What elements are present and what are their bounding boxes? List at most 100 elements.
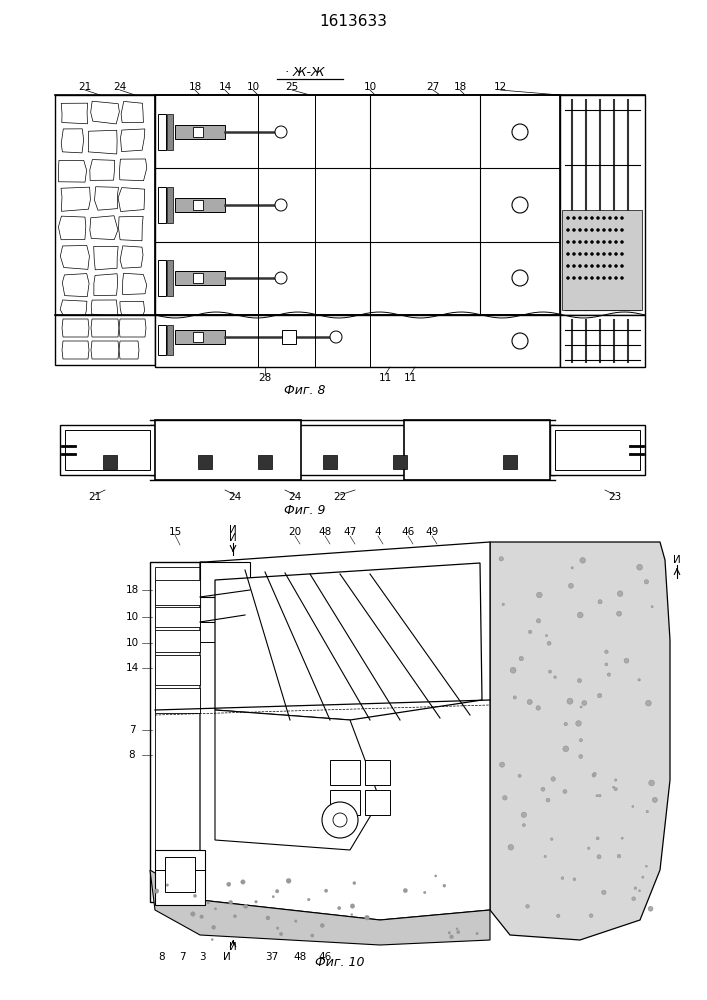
Circle shape [566,240,570,243]
Circle shape [537,619,541,623]
Circle shape [502,603,505,606]
Circle shape [561,877,564,879]
Circle shape [544,855,547,858]
Bar [150,425,555,475]
Polygon shape [215,563,482,720]
Text: 24: 24 [113,82,127,92]
Circle shape [295,920,297,922]
Polygon shape [215,710,380,850]
Bar [155,315,560,367]
Circle shape [191,912,195,916]
Circle shape [554,676,556,679]
Circle shape [621,837,624,839]
Bar [330,760,360,785]
Circle shape [605,663,608,666]
Circle shape [512,333,528,349]
Circle shape [573,264,575,267]
Circle shape [547,641,551,645]
Circle shape [602,276,605,279]
Bar [175,271,225,285]
Circle shape [614,264,617,267]
Text: · Ж-Ж: · Ж-Ж [285,66,325,80]
Bar [330,790,360,815]
Bar [560,315,645,367]
Circle shape [566,217,570,220]
Circle shape [646,810,648,813]
Circle shape [585,252,588,255]
Circle shape [645,700,651,706]
Circle shape [597,252,600,255]
Circle shape [568,583,573,588]
Circle shape [211,938,214,941]
Circle shape [609,276,612,279]
Circle shape [621,264,624,267]
Circle shape [604,650,608,654]
Circle shape [590,217,593,220]
Circle shape [353,882,356,885]
Circle shape [578,264,581,267]
Circle shape [578,612,583,618]
Circle shape [227,882,230,886]
Bar [560,95,645,315]
Bar [193,332,203,342]
Circle shape [563,746,568,752]
Circle shape [602,217,605,220]
Bar [175,125,225,139]
Circle shape [566,252,570,255]
Circle shape [528,630,532,634]
Circle shape [585,264,588,267]
Circle shape [563,789,567,794]
Circle shape [423,891,426,894]
Bar [158,187,166,223]
Circle shape [211,925,216,929]
Circle shape [585,276,588,279]
Circle shape [597,217,600,220]
Circle shape [651,606,653,608]
Bar [175,330,225,344]
Circle shape [456,928,458,930]
Circle shape [240,880,245,884]
Circle shape [325,889,328,892]
Circle shape [579,739,583,742]
Bar [323,455,337,469]
Bar [562,210,642,310]
Circle shape [330,331,342,343]
Circle shape [443,884,446,887]
Bar [503,455,517,469]
Circle shape [573,878,575,881]
Circle shape [579,755,583,758]
Circle shape [621,229,624,232]
Circle shape [607,673,611,676]
Text: 24: 24 [228,492,242,502]
Circle shape [518,774,521,777]
Circle shape [624,658,629,663]
Bar [165,857,195,892]
Circle shape [435,875,437,877]
Bar [155,420,301,480]
Circle shape [500,762,505,767]
Circle shape [571,567,573,569]
Circle shape [645,865,648,867]
Text: 25: 25 [286,82,298,92]
Bar [155,567,200,897]
Bar [198,455,212,469]
Circle shape [556,914,560,918]
Text: И: И [229,525,237,535]
Circle shape [541,787,545,791]
Circle shape [512,124,528,140]
Circle shape [602,252,605,255]
Circle shape [578,679,582,683]
Text: 18: 18 [453,82,467,92]
Circle shape [621,276,624,279]
Circle shape [614,217,617,220]
Bar [167,114,173,150]
Circle shape [597,264,600,267]
Text: 18: 18 [188,82,201,92]
Circle shape [503,796,507,800]
Circle shape [276,889,279,893]
Circle shape [597,229,600,232]
Bar [55,95,155,315]
Text: 23: 23 [609,492,621,502]
Circle shape [546,798,550,802]
Bar [555,430,640,470]
